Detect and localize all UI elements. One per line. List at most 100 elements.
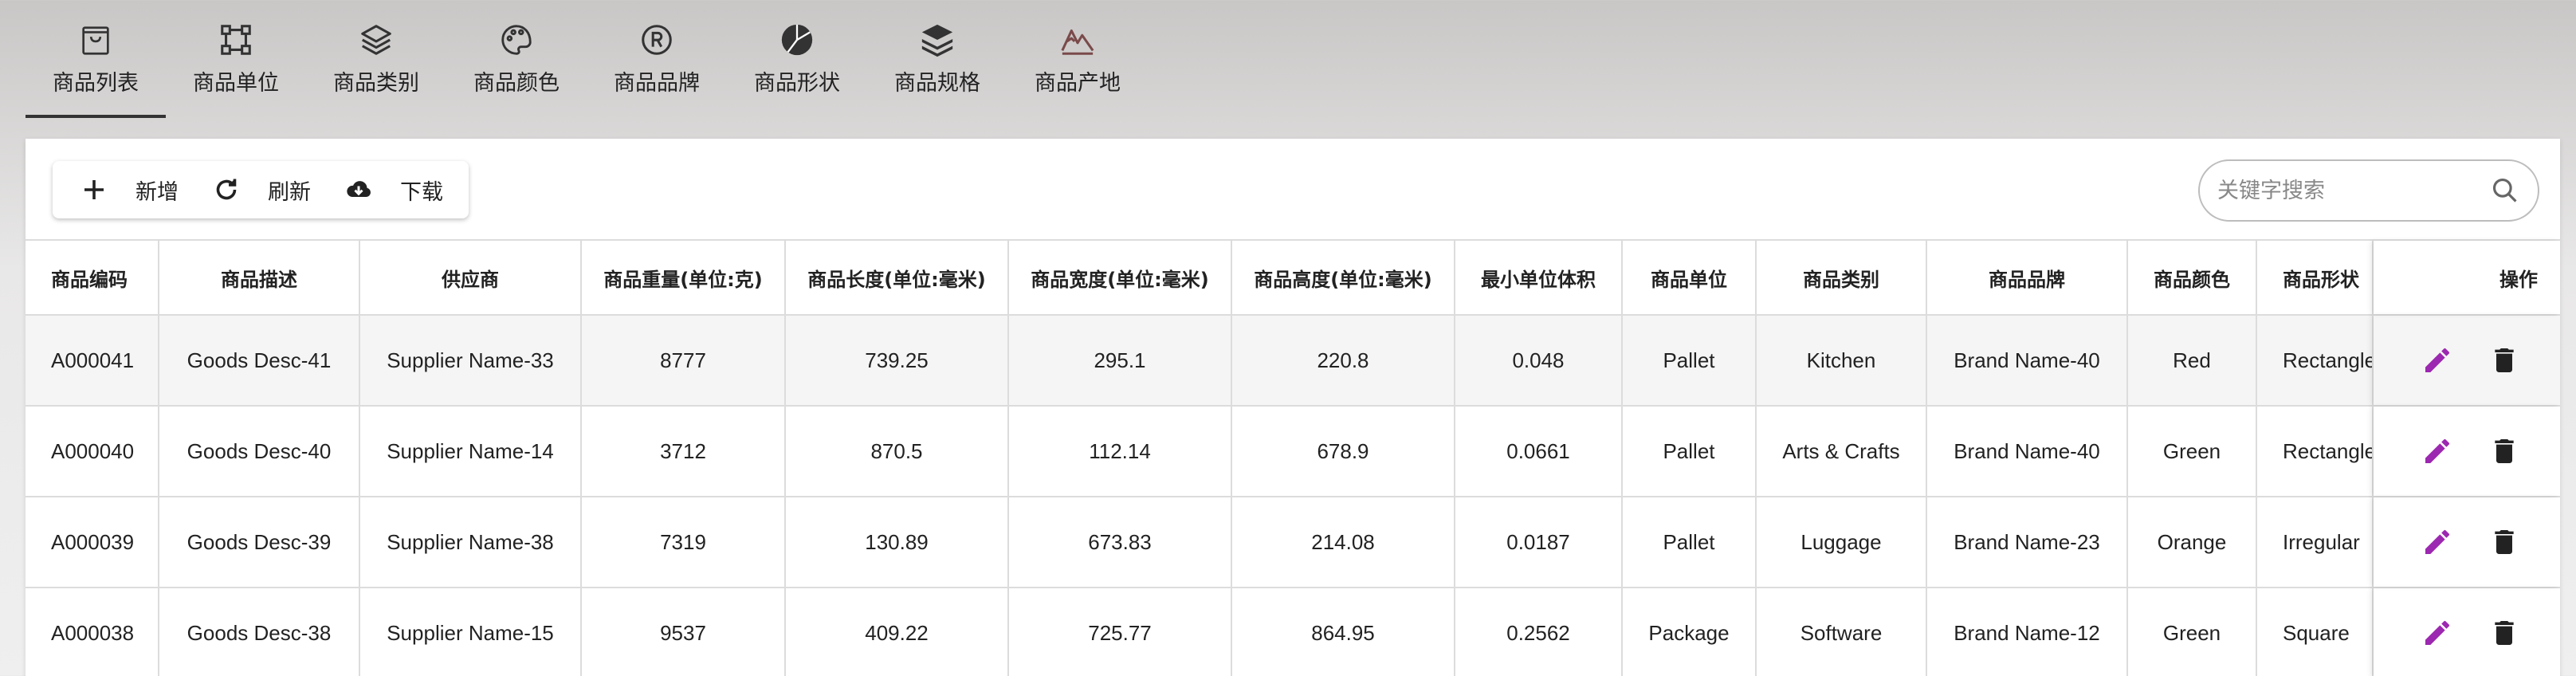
cell-weight: 8777 (582, 316, 786, 405)
cell-actions (2374, 316, 2560, 405)
edit-icon[interactable] (2420, 434, 2455, 469)
cell-length: 130.89 (786, 497, 1009, 587)
cell-length: 739.25 (786, 316, 1009, 405)
column-header[interactable]: 商品编码 (26, 241, 159, 314)
column-header[interactable]: 商品描述 (159, 241, 360, 314)
cell-supplier: Supplier Name-15 (360, 588, 582, 676)
goods-table: 商品编码 商品描述 供应商 商品重量(单位:克) 商品长度(单位:毫米) 商品宽… (26, 239, 2560, 676)
column-header-actions: 操作 (2374, 241, 2560, 314)
tab-goods-list[interactable]: 商品列表 (26, 0, 166, 118)
table-row[interactable]: A000040 Goods Desc-40 Supplier Name-14 3… (26, 407, 2560, 497)
cell-actions (2374, 407, 2560, 496)
tab-goods-category[interactable]: 商品类别 (306, 0, 446, 118)
column-header[interactable]: 最小单位体积 (1455, 241, 1623, 314)
cell-color: Red (2128, 316, 2257, 405)
cell-color: Orange (2128, 497, 2257, 587)
table-row[interactable]: A000041 Goods Desc-41 Supplier Name-33 8… (26, 316, 2560, 407)
goods-panel: 新增 刷新 下载 商品编码 商品描述 供应商 商品重量(单位:克) 商品长度(单… (26, 139, 2560, 676)
cell-weight: 3712 (582, 407, 786, 496)
nodes-icon (215, 19, 257, 61)
table-header-row: 商品编码 商品描述 供应商 商品重量(单位:克) 商品长度(单位:毫米) 商品宽… (26, 239, 2560, 316)
mountains-icon (1057, 19, 1098, 61)
cell-goods-code: A000038 (26, 588, 159, 676)
cell-unit: Package (1623, 588, 1757, 676)
column-header[interactable]: 商品重量(单位:克) (582, 241, 786, 314)
table-row[interactable]: A000038 Goods Desc-38 Supplier Name-15 9… (26, 588, 2560, 676)
download-button[interactable]: 下载 (325, 161, 457, 218)
column-header[interactable]: 商品单位 (1623, 241, 1757, 314)
cell-goods-desc: Goods Desc-41 (159, 316, 360, 405)
shopping-bag-icon (75, 19, 116, 61)
edit-icon[interactable] (2420, 525, 2455, 560)
tab-goods-origin[interactable]: 商品产地 (1007, 0, 1148, 118)
cell-volume: 0.0187 (1455, 497, 1623, 587)
edit-icon[interactable] (2420, 615, 2455, 650)
add-button[interactable]: 新增 (61, 161, 193, 218)
cell-color: Green (2128, 407, 2257, 496)
edit-icon[interactable] (2420, 343, 2455, 378)
tab-goods-spec[interactable]: 商品规格 (867, 0, 1007, 118)
search-input[interactable] (2217, 178, 2490, 203)
cell-supplier: Supplier Name-14 (360, 407, 582, 496)
cell-shape: Square (2257, 588, 2374, 676)
stack-icon (917, 19, 958, 61)
column-header[interactable]: 商品长度(单位:毫米) (786, 241, 1009, 314)
delete-icon[interactable] (2487, 525, 2522, 560)
cell-volume: 0.048 (1455, 316, 1623, 405)
delete-icon[interactable] (2487, 615, 2522, 650)
column-header[interactable]: 商品宽度(单位:毫米) (1009, 241, 1232, 314)
cell-unit: Pallet (1623, 316, 1757, 405)
tab-goods-brand[interactable]: 商品品牌 (587, 0, 727, 118)
cell-category: Software (1757, 588, 1927, 676)
cell-width: 725.77 (1009, 588, 1232, 676)
toolbar: 新增 刷新 下载 (53, 161, 469, 218)
registered-icon (636, 19, 677, 61)
column-header[interactable]: 商品高度(单位:毫米) (1232, 241, 1455, 314)
cell-category: Arts & Crafts (1757, 407, 1927, 496)
cell-width: 295.1 (1009, 316, 1232, 405)
cell-brand: Brand Name-23 (1927, 497, 2128, 587)
cell-shape: Irregular (2257, 497, 2374, 587)
cell-brand: Brand Name-40 (1927, 316, 2128, 405)
cell-shape: Rectangle (2257, 316, 2374, 405)
cell-goods-code: A000040 (26, 407, 159, 496)
delete-icon[interactable] (2487, 343, 2522, 378)
search-icon[interactable] (2490, 175, 2520, 206)
cloud-download-icon (347, 181, 371, 197)
cell-height: 220.8 (1232, 316, 1455, 405)
tab-goods-shape[interactable]: 商品形状 (727, 0, 867, 118)
cell-color: Green (2128, 588, 2257, 676)
delete-icon[interactable] (2487, 434, 2522, 469)
column-header[interactable]: 供应商 (360, 241, 582, 314)
cell-actions (2374, 588, 2560, 676)
cell-height: 214.08 (1232, 497, 1455, 587)
tab-label: 商品产地 (1035, 71, 1121, 96)
cell-goods-code: A000039 (26, 497, 159, 587)
cell-category: Kitchen (1757, 316, 1927, 405)
tab-label: 商品规格 (894, 71, 980, 96)
cell-width: 673.83 (1009, 497, 1232, 587)
pie-chart-icon (776, 19, 818, 61)
cell-length: 409.22 (786, 588, 1009, 676)
search-box (2198, 159, 2539, 222)
cell-weight: 9537 (582, 588, 786, 676)
tab-goods-color[interactable]: 商品颜色 (446, 0, 587, 118)
cell-width: 112.14 (1009, 407, 1232, 496)
tab-goods-unit[interactable]: 商品单位 (166, 0, 306, 118)
palette-icon (496, 19, 537, 61)
cell-goods-code: A000041 (26, 316, 159, 405)
cell-unit: Pallet (1623, 497, 1757, 587)
cell-brand: Brand Name-40 (1927, 407, 2128, 496)
table-row[interactable]: A000039 Goods Desc-39 Supplier Name-38 7… (26, 497, 2560, 588)
refresh-button[interactable]: 刷新 (193, 161, 325, 218)
cell-goods-desc: Goods Desc-38 (159, 588, 360, 676)
cell-goods-desc: Goods Desc-40 (159, 407, 360, 496)
column-header[interactable]: 商品类别 (1757, 241, 1927, 314)
refresh-button-label: 刷新 (268, 179, 311, 205)
cell-height: 864.95 (1232, 588, 1455, 676)
cell-shape: Rectangle (2257, 407, 2374, 496)
column-header[interactable]: 商品颜色 (2128, 241, 2257, 314)
column-header[interactable]: 商品品牌 (1927, 241, 2128, 314)
column-header[interactable]: 商品形状 (2257, 241, 2374, 314)
cell-brand: Brand Name-12 (1927, 588, 2128, 676)
